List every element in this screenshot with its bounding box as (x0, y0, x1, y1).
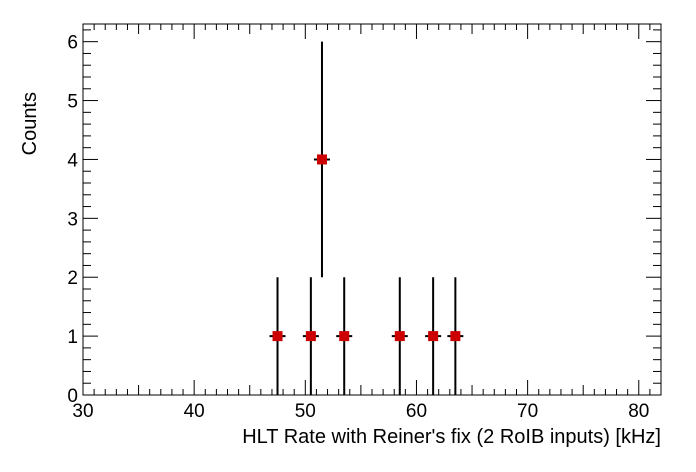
data-point (428, 331, 439, 342)
data-markers (272, 154, 461, 342)
y-axis-title: Counts (19, 92, 41, 155)
data-point (339, 331, 350, 342)
data-point (316, 154, 327, 165)
major-ticks (82, 24, 661, 396)
y-tick-label: 2 (67, 268, 78, 289)
y-tick-label: 6 (67, 33, 78, 54)
x-tick-label: 30 (72, 401, 93, 422)
tick-labels: 30 40 50 60 70 80 0 1 2 3 4 5 6 (67, 33, 649, 422)
x-tick-label: 50 (295, 401, 316, 422)
data-point (450, 331, 461, 342)
error-bars (269, 41, 464, 395)
y-tick-label: 1 (67, 327, 78, 348)
x-tick-label: 70 (517, 401, 538, 422)
data-point (394, 331, 405, 342)
y-tick-label: 4 (67, 150, 78, 171)
y-tick-label: 3 (67, 209, 78, 230)
plot-frame (82, 23, 662, 396)
x-tick-label: 60 (406, 401, 427, 422)
data-point (272, 331, 283, 342)
y-tick-label: 5 (67, 92, 78, 113)
data-point (305, 331, 316, 342)
x-tick-label: 40 (184, 401, 205, 422)
y-tick-label: 0 (67, 386, 78, 407)
x-axis-title: HLT Rate with Reiner's fix (2 RoIB input… (242, 426, 661, 448)
minor-ticks (83, 24, 662, 395)
x-tick-label: 80 (628, 401, 649, 422)
